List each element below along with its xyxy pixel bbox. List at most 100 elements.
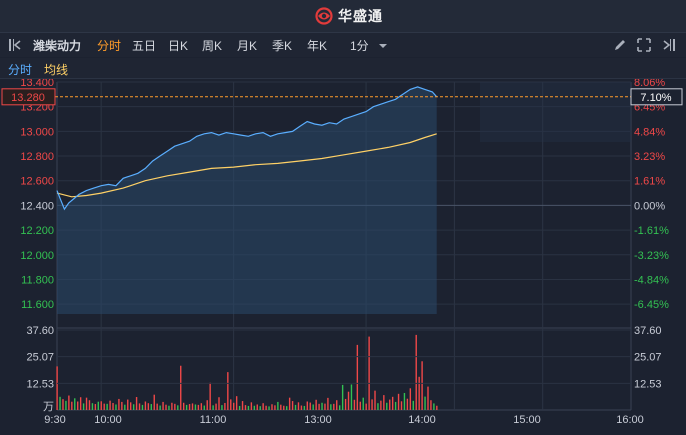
volume-bar [262, 403, 264, 410]
volume-bar [215, 403, 217, 410]
tab-intraday[interactable]: 分时 [97, 39, 122, 53]
volume-bar [156, 403, 158, 410]
price-tick-label: 12.200 [20, 225, 54, 237]
panel-toggle-icon[interactable] [660, 37, 676, 53]
volume-bar [238, 405, 241, 410]
volume-bar [56, 366, 58, 410]
volume-tick-label: 25.07 [26, 352, 54, 364]
volume-bar [218, 397, 220, 410]
volume-bar [409, 388, 412, 410]
tab-daily-k[interactable]: 日K [168, 39, 189, 53]
volume-bar [68, 395, 70, 410]
volume-bar [244, 405, 247, 410]
volume-bar [206, 400, 208, 410]
volume-bar [241, 401, 244, 410]
volume-bar [362, 397, 364, 410]
volume-bar [394, 401, 397, 410]
volume-bar [100, 401, 102, 410]
pct-tick-label: 1.61% [634, 176, 665, 188]
volume-bar [79, 397, 82, 410]
volume-bar [380, 400, 382, 410]
time-tick-label: 10:00 [94, 414, 122, 426]
current-pct-box [630, 88, 683, 106]
volume-bar [268, 406, 270, 410]
pct-tick-label: -3.23% [634, 250, 669, 262]
chart-subtabs: 分时 均线 [0, 58, 686, 79]
interval-select[interactable]: 1分 [350, 37, 388, 54]
volume-bar [306, 401, 309, 410]
volume-bar [397, 393, 400, 410]
volume-bar [288, 397, 291, 410]
volume-bar [235, 396, 238, 410]
title-bar: 华盛通 [0, 0, 686, 33]
subtab-avg-line[interactable]: 均线 [44, 63, 69, 77]
volume-bar [315, 399, 317, 410]
current-price-label: 13.280 [11, 92, 45, 104]
depth-shading [480, 82, 631, 142]
price-line [56, 86, 438, 211]
interval-value: 1分 [350, 39, 369, 53]
intraday-chart[interactable]: 13.400 8.06%13.200 6.45%13.000 4.84%12.800 3… [0, 77, 686, 430]
volume-bar [118, 398, 120, 410]
volume-tick-label-right: 37.60 [634, 325, 662, 337]
pct-tick-label: -4.84% [634, 274, 669, 286]
volume-bar [121, 401, 123, 410]
volume-bar [406, 398, 409, 410]
volume-bar [135, 397, 138, 410]
volume-bar [353, 399, 356, 410]
volume-bar [330, 404, 332, 410]
volume-bar [77, 401, 79, 410]
volume-bar [174, 403, 176, 410]
tab-yearly-k[interactable]: 年K [307, 39, 328, 53]
tab-weekly-k[interactable]: 周K [202, 39, 223, 53]
volume-bar [82, 403, 85, 410]
volume-bar [277, 401, 279, 410]
volume-bar [109, 400, 111, 410]
collapse-panel-icon[interactable] [8, 37, 24, 53]
volume-tick-label-right: 25.07 [634, 352, 662, 364]
volume-bar [209, 382, 211, 410]
volume-bar [168, 405, 170, 410]
volume-bar [377, 403, 379, 410]
volume-bar [253, 405, 256, 410]
time-tick-label: 13:00 [304, 414, 332, 426]
chevron-down-icon [379, 44, 388, 48]
volume-bar [188, 404, 191, 410]
tab-monthly-k[interactable]: 月K [237, 39, 258, 53]
volume-tick-label-right: 12.53 [634, 378, 662, 390]
pencil-icon[interactable] [612, 37, 628, 53]
volume-tick-label: 12.53 [26, 378, 54, 390]
volume-bar [383, 395, 385, 410]
pct-tick-label: 0.00% [634, 200, 665, 212]
pct-tick-label: 3.23% [634, 151, 665, 163]
app-title: 华盛通 [338, 8, 383, 24]
volume-tick-label: 37.60 [26, 325, 54, 337]
volume-bar [312, 404, 314, 410]
volume-bar [185, 404, 188, 410]
volume-bar [427, 386, 429, 410]
volume-bar [436, 405, 438, 410]
pct-tick-label: 4.84% [634, 126, 665, 138]
chart-area[interactable]: 13.400 8.06% 13.200 6.45% 13.000 4.84% 12.800 3… [0, 77, 686, 430]
volume-bar [59, 396, 61, 410]
volume-bar [74, 398, 76, 410]
volume-bar [412, 400, 414, 410]
volume-bar [341, 384, 344, 410]
pct-tick-label: 8.06% [634, 79, 665, 89]
volume-bar [162, 401, 164, 410]
volume-bar [85, 397, 88, 410]
volume-bar [165, 404, 167, 410]
volume-bar [180, 365, 182, 410]
volume-bar [147, 403, 150, 410]
volume-bar [97, 401, 100, 410]
volume-bar [88, 400, 91, 410]
volume-bar [91, 403, 94, 410]
volume-bar [283, 405, 285, 410]
volume-bar [415, 334, 417, 410]
volume-bar [365, 403, 367, 410]
expand-icon[interactable] [636, 37, 652, 53]
tab-quarterly-k[interactable]: 季K [272, 39, 293, 53]
subtab-intraday[interactable]: 分时 [8, 63, 33, 77]
volume-bar [141, 404, 144, 410]
tab-five-day[interactable]: 五日 [132, 39, 157, 53]
